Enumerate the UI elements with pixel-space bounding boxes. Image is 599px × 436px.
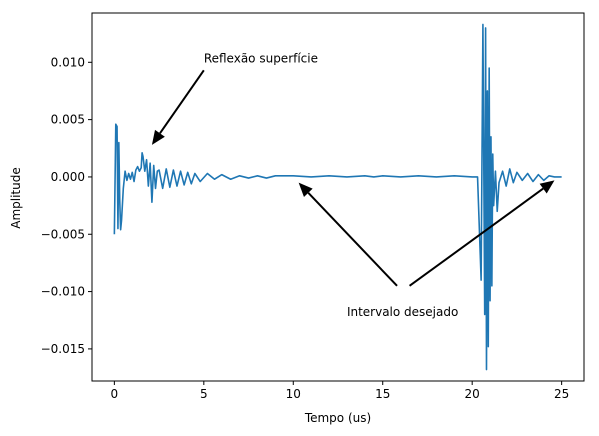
x-tick-label: 15 (375, 387, 390, 401)
annotations: Reflexão superfície Intervalo desejado (151, 51, 555, 319)
y-tick-label: −0.010 (41, 285, 85, 299)
y-axis: −0.015 −0.010 −0.005 0.000 0.005 0.010 (41, 55, 92, 356)
y-tick-label: 0.005 (51, 113, 85, 127)
annotation-arrow-head (151, 129, 165, 145)
annotation-arrow-head (539, 180, 555, 194)
axes-frame (91, 12, 585, 382)
y-tick-label: 0.000 (51, 170, 85, 184)
plot-area (113, 23, 562, 371)
x-axis: 0 5 10 15 20 25 (111, 381, 569, 401)
x-tick-label: 25 (554, 387, 569, 401)
annotation-arrow-shaft (307, 192, 398, 287)
annotation-arrow-head (298, 182, 313, 197)
y-tick-label: 0.010 (51, 55, 85, 69)
x-tick-label: 0 (111, 387, 119, 401)
series-line-0 (113, 23, 562, 371)
y-tick-label: −0.005 (41, 227, 85, 241)
x-axis-label: Tempo (us) (304, 411, 371, 425)
y-axis-label: Amplitude (9, 167, 23, 229)
x-tick-label: 10 (286, 387, 301, 401)
annotation-arrow-shaft (159, 69, 205, 134)
annotation-arrow-shaft (408, 187, 544, 287)
x-tick-label: 20 (465, 387, 480, 401)
x-tick-label: 5 (200, 387, 208, 401)
annotation-label: Intervalo desejado (347, 305, 458, 319)
y-tick-label: −0.015 (41, 342, 85, 356)
annotation-label: Reflexão superfície (204, 51, 318, 65)
